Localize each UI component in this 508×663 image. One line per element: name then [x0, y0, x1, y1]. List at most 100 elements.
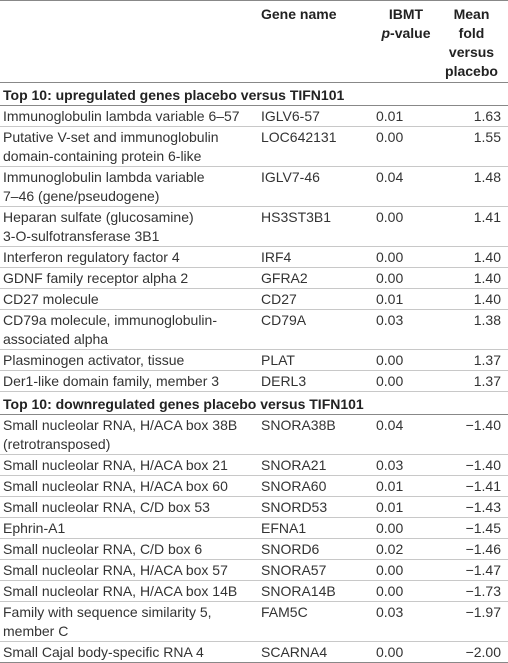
gene-cell: SCARNA4: [258, 641, 370, 663]
description-line: Der1-like domain family, member 3: [3, 373, 220, 389]
header-cell: Mean fold versus placebo: [439, 0, 508, 83]
description-line: domain-containing protein 6-like: [3, 148, 202, 164]
fold-cell: 1.37: [439, 349, 508, 371]
description-line: Small nucleolar RNA, C/D box 6: [3, 541, 203, 557]
fold-cell: −1.40: [439, 414, 508, 455]
pvalue-cell: 0.00: [370, 349, 439, 371]
fold-cell: −1.46: [439, 538, 508, 560]
fold-cell: −1.73: [439, 580, 508, 602]
fold-cell: −2.00: [439, 641, 508, 663]
header-cell: Gene name: [258, 0, 370, 83]
gene-cell: DERL3: [258, 370, 370, 392]
description-cell: CD79a molecule, immunoglobulin-associate…: [0, 309, 258, 350]
data-row: Small Cajal body-specific RNA 4 SCARNA4 0.…: [0, 641, 508, 663]
description-line: Immunoglobulin lambda variable: [3, 169, 205, 185]
section-title: Top 10: downregulated genes placebo vers…: [0, 391, 508, 415]
description-line: Small nucleolar RNA, H/ACA box 38B: [3, 417, 238, 433]
gene-cell: SNORA60: [258, 475, 370, 497]
header-text: p: [381, 25, 391, 41]
data-row: Ephrin-A1 EFNA1 0.00 −1.45: [0, 517, 508, 539]
gene-cell: SNORA14B: [258, 580, 370, 602]
description-line: Putative V-set and immunoglobulin: [3, 129, 219, 145]
pvalue-cell: 0.00: [370, 206, 439, 247]
data-row: CD27 molecule CD27 0.01 1.40: [0, 288, 508, 310]
gene-cell: PLAT: [258, 349, 370, 371]
gene-cell: IGLV6-57: [258, 105, 370, 127]
header-text: -value: [390, 25, 431, 41]
description-line: member C: [3, 623, 69, 639]
pvalue-cell: 0.02: [370, 538, 439, 560]
description-line: Small nucleolar RNA, H/ACA box 21: [3, 457, 228, 473]
description-line: Immunoglobulin lambda variable 6–57: [3, 108, 240, 124]
description-cell: Small Cajal body-specific RNA 4: [0, 641, 258, 663]
description-cell: Immunoglobulin lambda variable 7–46 (gene…: [0, 166, 258, 207]
data-row: Der1-like domain family, member 3 DERL3 0.…: [0, 370, 508, 392]
gene-cell: GFRA2: [258, 267, 370, 289]
pvalue-cell: 0.03: [370, 454, 439, 476]
header-row: Gene name IBMT p-value Mean fold versus p…: [0, 0, 508, 83]
description-line: CD79a molecule, immunoglobulin-: [3, 312, 217, 328]
fold-cell: 1.63: [439, 105, 508, 127]
description-line: (retrotransposed): [3, 436, 111, 452]
description-cell: Small nucleolar RNA, C/D box 53: [0, 496, 258, 518]
pvalue-cell: 0.00: [370, 641, 439, 663]
gene-cell: HS3ST3B1: [258, 206, 370, 247]
description-cell: Small nucleolar RNA, H/ACA box 14B: [0, 580, 258, 602]
description-cell: Small nucleolar RNA, H/ACA box 57: [0, 559, 258, 581]
description-line: CD27 molecule: [3, 291, 99, 307]
description-cell: CD27 molecule: [0, 288, 258, 310]
pvalue-cell: 0.03: [370, 601, 439, 642]
data-row: Small nucleolar RNA, H/ACA box 21 SNORA21…: [0, 454, 508, 476]
description-line: Small nucleolar RNA, H/ACA box 14B: [3, 583, 238, 599]
section-row: Top 10: downregulated genes placebo vers…: [0, 391, 508, 415]
fold-cell: 1.40: [439, 267, 508, 289]
fold-cell: 1.41: [439, 206, 508, 247]
gene-cell: IGLV7-46: [258, 166, 370, 207]
gene-cell: SNORA21: [258, 454, 370, 476]
description-cell: Heparan sulfate (glucosamine) 3-O-sulfotr…: [0, 206, 258, 247]
pvalue-cell: 0.00: [370, 370, 439, 392]
description-line: 7–46 (gene/pseudogene): [3, 188, 160, 204]
description-line: GDNF family receptor alpha 2: [3, 270, 189, 286]
section-title: Top 10: upregulated genes placebo versus…: [0, 82, 508, 106]
fold-cell: 1.40: [439, 288, 508, 310]
data-row: Immunoglobulin lambda variable 7–46 (gene…: [0, 166, 508, 207]
gene-cell: CD79A: [258, 309, 370, 350]
description-line: Small nucleolar RNA, H/ACA box 57: [3, 562, 228, 578]
gene-cell: FAM5C: [258, 601, 370, 642]
fold-cell: 1.40: [439, 246, 508, 268]
fold-cell: −1.47: [439, 559, 508, 581]
description-cell: Interferon regulatory factor 4: [0, 246, 258, 268]
data-row: Small nucleolar RNA, H/ACA box 57 SNORA57…: [0, 559, 508, 581]
description-cell: Der1-like domain family, member 3: [0, 370, 258, 392]
data-row: Interferon regulatory factor 4 IRF4 0.00 1.…: [0, 246, 508, 268]
gene-cell: SNORA57: [258, 559, 370, 581]
description-line: 3-O-sulfotransferase 3B1: [3, 228, 160, 244]
pvalue-cell: 0.00: [370, 517, 439, 539]
pvalue-cell: 0.01: [370, 105, 439, 127]
data-row: Small nucleolar RNA, C/D box 53 SNORD53 0.…: [0, 496, 508, 518]
pvalue-cell: 0.00: [370, 126, 439, 167]
description-line: Interferon regulatory factor 4: [3, 249, 180, 265]
data-row: Plasminogen activator, tissue PLAT 0.00 1.3…: [0, 349, 508, 371]
description-cell: Ephrin-A1: [0, 517, 258, 539]
description-line: Plasminogen activator, tissue: [3, 352, 185, 368]
header-cell: [0, 0, 258, 83]
pvalue-cell: 0.01: [370, 496, 439, 518]
data-row: Small nucleolar RNA, H/ACA box 60 SNORA60…: [0, 475, 508, 497]
description-line: Ephrin-A1: [3, 520, 66, 536]
description-cell: Plasminogen activator, tissue: [0, 349, 258, 371]
gene-cell: SNORD6: [258, 538, 370, 560]
gene-cell: LOC642131: [258, 126, 370, 167]
fold-cell: −1.40: [439, 454, 508, 476]
pvalue-cell: 0.03: [370, 309, 439, 350]
pvalue-cell: 0.00: [370, 580, 439, 602]
description-line: Small nucleolar RNA, C/D box 53: [3, 499, 210, 515]
fold-cell: 1.55: [439, 126, 508, 167]
data-row: Small nucleolar RNA, H/ACA box 14B SNORA1…: [0, 580, 508, 602]
data-row: GDNF family receptor alpha 2 GFRA2 0.00 1.4…: [0, 267, 508, 289]
data-row: Small nucleolar RNA, H/ACA box 38B (retro…: [0, 414, 508, 455]
description-line: Heparan sulfate (glucosamine): [3, 209, 194, 225]
description-line: Small Cajal body-specific RNA 4: [3, 644, 204, 660]
